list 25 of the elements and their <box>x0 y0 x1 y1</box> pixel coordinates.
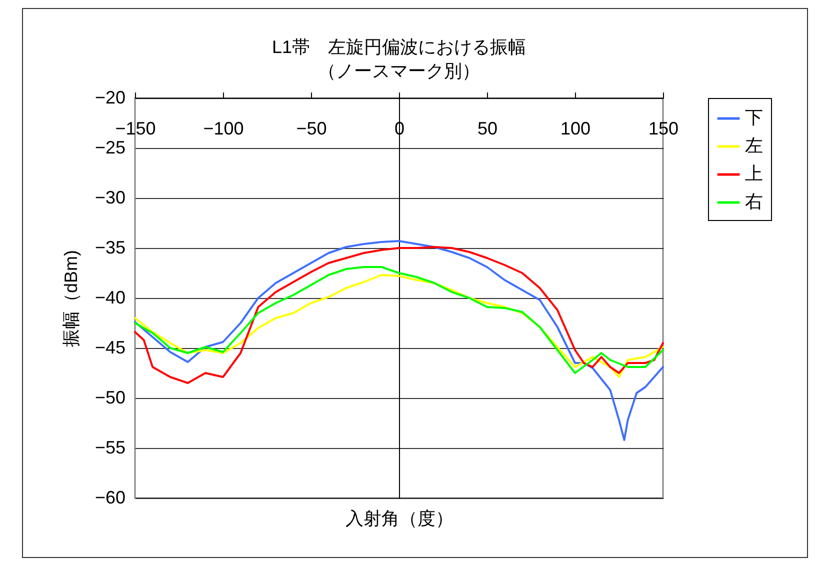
x-tick-label: 100 <box>560 118 591 138</box>
y-tick-label: −20 <box>94 88 126 108</box>
y-tick-label: −45 <box>94 338 126 358</box>
y-tick-label: −60 <box>94 488 126 508</box>
legend-label: 下 <box>745 108 763 128</box>
line-series <box>134 240 664 441</box>
x-tick-label: 50 <box>477 118 498 138</box>
y-tick-label: −40 <box>94 288 126 308</box>
chart-subtitle: （ノースマーク別） <box>318 61 480 81</box>
y-tick-label: −25 <box>94 138 126 158</box>
chart-title: L1帯 左旋円偏波における振幅 <box>272 37 526 57</box>
legend-label: 上 <box>745 164 763 184</box>
y-tick-label: −35 <box>94 238 126 258</box>
y-axis-title: 振幅（dBm) <box>60 250 81 348</box>
x-axis-title: 入射角（度） <box>346 508 454 528</box>
y-tick-label: −30 <box>94 188 126 208</box>
y-tick-label: −50 <box>94 388 126 408</box>
x-tick-label: −150 <box>115 118 156 138</box>
line-series <box>134 246 664 384</box>
legend-label: 右 <box>745 192 763 212</box>
x-tick-label: 150 <box>648 118 679 138</box>
x-tick-label: −50 <box>296 118 327 138</box>
legend-label: 左 <box>745 136 763 156</box>
x-tick-label: −100 <box>203 118 244 138</box>
y-tick-label: −55 <box>94 438 126 458</box>
